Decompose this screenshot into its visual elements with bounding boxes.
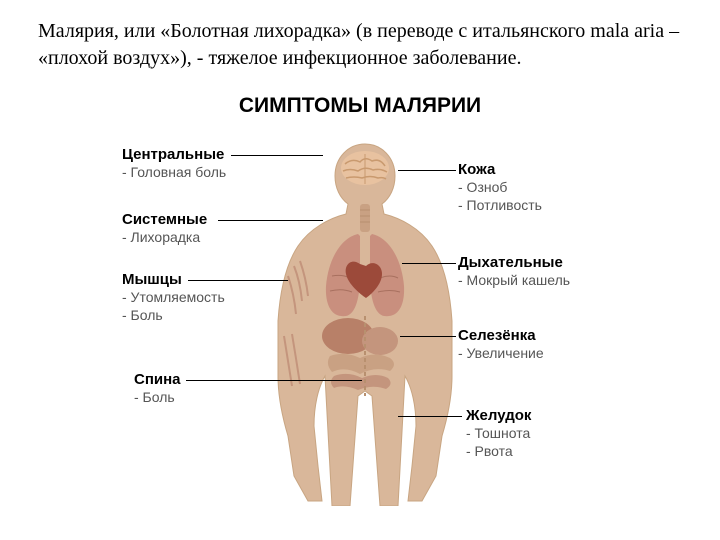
label-systemic: Системные - Лихорадка (122, 211, 207, 247)
connector (402, 263, 456, 264)
label-spleen: Селезёнка - Увеличение (458, 327, 544, 363)
label-heading: Дыхательные (458, 254, 570, 271)
connector (400, 336, 456, 337)
diagram-title: СИМПТОМЫ МАЛЯРИИ (0, 94, 720, 118)
connector (186, 380, 362, 381)
connector (218, 220, 323, 221)
label-item: - Мокрый кашель (458, 272, 570, 290)
label-item: - Озноб (458, 179, 542, 197)
label-item: - Лихорадка (122, 229, 207, 247)
label-heading: Центральные (122, 146, 226, 163)
label-heading: Системные (122, 211, 207, 228)
label-item: - Боль (134, 389, 181, 407)
label-back: Спина - Боль (134, 371, 181, 407)
label-central: Центральные - Головная боль (122, 146, 226, 182)
label-heading: Желудок (466, 407, 531, 424)
label-item: - Рвота (466, 443, 531, 461)
symptoms-diagram: Центральные - Головная боль Системные - … (0, 128, 720, 513)
label-heading: Спина (134, 371, 181, 388)
intro-paragraph: Малярия, или «Болотная лихорадка» (в пер… (0, 0, 720, 80)
connector (398, 416, 462, 417)
connector (231, 155, 323, 156)
label-respiratory: Дыхательные - Мокрый кашель (458, 254, 570, 290)
human-body-figure (270, 136, 460, 506)
label-heading: Селезёнка (458, 327, 544, 344)
label-heading: Кожа (458, 161, 542, 178)
label-item: - Утомляемость (122, 289, 225, 307)
label-item: - Потливость (458, 197, 542, 215)
connector (398, 170, 456, 171)
label-item: - Головная боль (122, 164, 226, 182)
label-skin: Кожа - Озноб - Потливость (458, 161, 542, 214)
label-stomach: Желудок - Тошнота - Рвота (466, 407, 531, 460)
label-item: - Тошнота (466, 425, 531, 443)
label-heading: Мышцы (122, 271, 225, 288)
label-item: - Боль (122, 307, 225, 325)
label-item: - Увеличение (458, 345, 544, 363)
label-muscles: Мышцы - Утомляемость - Боль (122, 271, 225, 324)
